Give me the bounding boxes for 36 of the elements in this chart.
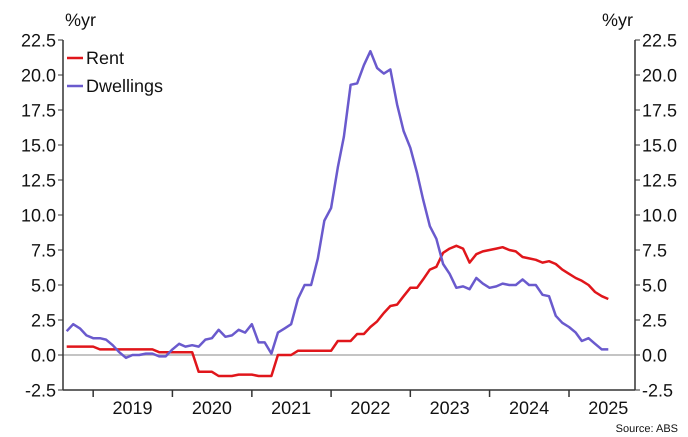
y-axis-title: %yr (65, 10, 96, 31)
y-tick-label: 7.5 (30, 240, 56, 260)
y-tick-label: 2.5 (30, 310, 56, 330)
y2-tick-label: 15.0 (642, 135, 678, 156)
x-tick-label: 2019 (112, 398, 152, 418)
y-tick-label: 10.0 (20, 205, 56, 226)
y-tick-label: 5.0 (30, 275, 56, 296)
line-series (65, 50, 610, 360)
x-tick-label: 2024 (509, 398, 550, 418)
y2-tick-label: 5.0 (642, 275, 668, 296)
y-tick-label: 20.0 (20, 65, 56, 86)
y2-axis-title: %yr (602, 10, 633, 31)
y-tick-label: 17.5 (20, 100, 56, 120)
y2-tick-label: 2.5 (642, 310, 668, 330)
x-tick-label: 2022 (350, 398, 390, 418)
y2-tick-label: 10.0 (642, 205, 678, 226)
source-note: Source: ABS (616, 423, 678, 435)
y-tick-label: 12.5 (20, 170, 56, 190)
legend-label: Rent (86, 47, 124, 70)
y-tick-label: 0.0 (30, 345, 56, 366)
y-tick-label: 15.0 (20, 135, 56, 156)
y2-tick-label: 0.0 (642, 345, 668, 366)
y2-tick-label: 7.5 (642, 240, 668, 260)
y2-tick-label: 12.5 (642, 170, 678, 190)
x-tick-label: 2025 (588, 398, 628, 418)
y2-tick-label: 17.5 (642, 100, 678, 120)
x-tick-label: 2023 (430, 398, 470, 418)
legend-label: Dwellings (86, 75, 164, 98)
y-tick-label: 22.5 (20, 30, 56, 50)
y2-tick-label: -2.5 (642, 380, 674, 400)
y-tick-label: -2.5 (24, 380, 56, 400)
y2-tick-label: 20.0 (642, 65, 678, 86)
line-series (65, 244, 610, 378)
y2-tick-label: 22.5 (642, 30, 678, 50)
x-tick-label: 2021 (271, 398, 312, 418)
x-tick-label: 2020 (192, 398, 232, 418)
